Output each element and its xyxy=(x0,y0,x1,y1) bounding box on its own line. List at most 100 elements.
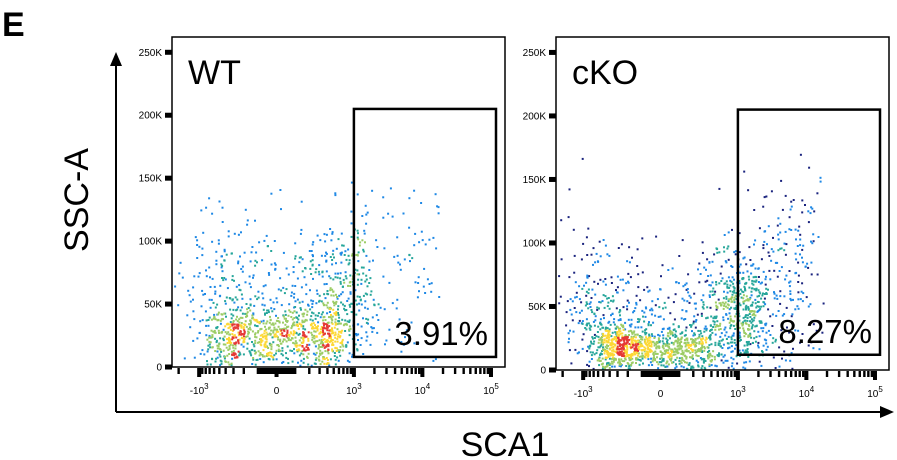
event-dot xyxy=(335,300,338,303)
event-dot xyxy=(322,304,325,307)
event-dot xyxy=(266,352,268,355)
event-dot xyxy=(623,360,626,363)
event-dot xyxy=(293,310,296,313)
x-minor-tick xyxy=(242,368,245,374)
event-dot xyxy=(760,327,763,330)
event-dot xyxy=(272,301,275,304)
event-dot xyxy=(314,324,316,327)
event-dot xyxy=(591,288,594,291)
event-dot xyxy=(682,285,685,288)
event-dot xyxy=(248,282,251,285)
event-dot xyxy=(676,352,679,355)
event-dot xyxy=(382,196,385,199)
event-dot xyxy=(292,330,295,333)
event-dot xyxy=(330,314,332,316)
event-dot xyxy=(217,313,220,316)
event-dot xyxy=(218,332,220,334)
event-dot xyxy=(619,314,621,317)
event-dot xyxy=(267,309,270,312)
x-minor-tick xyxy=(281,368,284,374)
event-dot xyxy=(765,331,768,334)
event-dot xyxy=(270,354,272,357)
event-dot xyxy=(613,350,616,353)
event-dot xyxy=(743,300,746,303)
event-dot xyxy=(651,300,654,303)
event-dot xyxy=(247,328,250,330)
event-dot xyxy=(328,335,331,338)
event-dot xyxy=(247,330,250,333)
event-dot xyxy=(728,346,731,349)
event-dot xyxy=(336,296,338,298)
event-dot xyxy=(215,250,218,253)
event-dot xyxy=(379,306,382,309)
event-dot xyxy=(765,292,768,294)
event-dot xyxy=(630,335,633,338)
event-dot xyxy=(400,350,403,353)
event-dot xyxy=(662,334,665,337)
event-dot xyxy=(319,331,322,333)
event-dot xyxy=(246,335,249,338)
event-dot xyxy=(790,352,793,355)
event-dot xyxy=(709,333,712,336)
event-dot xyxy=(183,357,186,360)
event-dot xyxy=(327,339,330,342)
event-dot xyxy=(720,280,723,282)
event-dot xyxy=(311,302,314,305)
event-dot xyxy=(734,328,737,330)
event-dot xyxy=(420,230,423,233)
event-dot xyxy=(677,338,680,341)
y-tick-mark xyxy=(165,112,172,118)
event-dot xyxy=(359,241,362,244)
event-dot xyxy=(779,290,782,293)
event-dot xyxy=(635,358,638,361)
event-dot xyxy=(624,328,627,331)
x-minor-tick xyxy=(721,371,725,377)
event-dot xyxy=(252,276,254,279)
event-dot xyxy=(265,338,268,341)
event-dot xyxy=(590,342,593,345)
event-dot xyxy=(577,322,580,325)
event-dot xyxy=(229,338,232,341)
event-dot xyxy=(329,306,331,309)
event-dot xyxy=(747,189,750,192)
event-dot xyxy=(773,269,776,272)
event-dot xyxy=(801,261,804,264)
event-dot xyxy=(322,342,324,345)
event-dot xyxy=(631,346,634,349)
event-dot xyxy=(608,363,611,366)
event-dot xyxy=(722,361,725,364)
event-dot xyxy=(334,194,337,197)
event-dot xyxy=(205,319,208,322)
event-dot xyxy=(282,321,284,324)
event-dot xyxy=(351,353,354,356)
event-dot xyxy=(417,282,420,284)
event-dot xyxy=(367,318,370,321)
event-dot xyxy=(585,236,588,239)
event-dot xyxy=(593,324,596,327)
event-dot xyxy=(267,352,270,354)
event-dot xyxy=(294,344,297,347)
event-dot xyxy=(278,328,281,331)
event-dot xyxy=(601,357,604,360)
event-dot xyxy=(206,338,209,341)
event-dot xyxy=(637,343,639,346)
event-dot xyxy=(270,250,273,252)
event-dot xyxy=(702,294,705,297)
event-dot xyxy=(789,290,792,293)
x-tick-label: 103 xyxy=(346,382,362,397)
event-dot xyxy=(764,303,767,306)
event-dot xyxy=(204,310,207,313)
event-dot xyxy=(296,321,299,324)
event-dot xyxy=(223,248,226,251)
event-dot xyxy=(225,296,228,299)
event-dot xyxy=(653,356,655,359)
event-dot xyxy=(338,330,341,333)
event-dot xyxy=(607,338,610,341)
event-dot xyxy=(357,238,360,241)
event-dot xyxy=(273,240,276,242)
event-dot xyxy=(812,240,815,243)
event-dot xyxy=(208,266,211,269)
x-axis-title: SCA1 xyxy=(461,426,550,460)
event-dot xyxy=(320,338,323,341)
event-dot xyxy=(711,294,714,296)
